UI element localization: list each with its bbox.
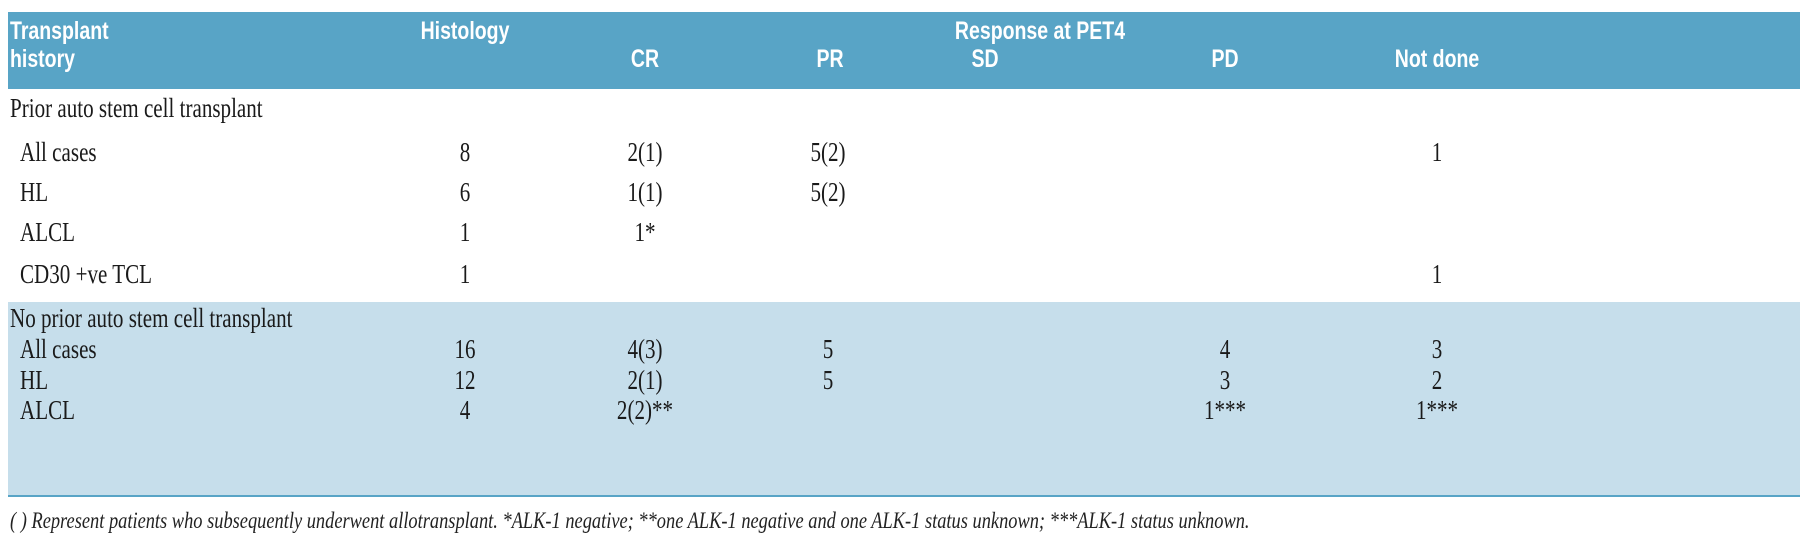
cell-not-done: 3: [1431, 334, 1443, 364]
cell-pr: 5: [822, 334, 834, 364]
cell-not-done: 1: [1431, 259, 1443, 289]
cell-not-done: 1***: [1415, 395, 1459, 425]
cell-cr: 1(1): [627, 177, 663, 207]
header-pd: PD: [1211, 45, 1239, 73]
cell-histology: 8: [459, 137, 471, 167]
cell-cr: 2(1): [627, 137, 663, 167]
row-label: HL: [20, 365, 49, 395]
cell-cr: 2(2)**: [616, 395, 674, 425]
header-response-at-pet4: Response at PET4: [954, 17, 1126, 45]
row-label: All cases: [20, 334, 97, 364]
cell-cr: 1*: [634, 217, 656, 247]
header-transplant-history-line2: history: [10, 45, 76, 73]
cell-cr: 2(1): [627, 365, 663, 395]
cell-not-done: 1: [1431, 137, 1443, 167]
cell-pr: 5: [822, 365, 834, 395]
cell-pr: 5(2): [810, 177, 846, 207]
header-not-done: Not done: [1394, 45, 1480, 73]
cell-pd: 1***: [1203, 395, 1247, 425]
cell-histology: 4: [459, 395, 471, 425]
header-sd: SD: [971, 45, 999, 73]
cell-histology: 1: [459, 217, 471, 247]
section-title: Prior auto stem cell transplant: [10, 93, 263, 123]
footnote: ( ) Represent patients who subsequently …: [10, 508, 1250, 533]
cell-not-done: 2: [1431, 365, 1443, 395]
table-header: [8, 12, 1800, 89]
section-band-no-prior: [8, 302, 1800, 497]
cell-pd: 3: [1219, 365, 1231, 395]
header-pr: PR: [816, 45, 844, 73]
cell-histology: 1: [459, 259, 471, 289]
header-histology: Histology: [420, 17, 510, 45]
cell-pr: 5(2): [810, 137, 846, 167]
row-label: ALCL: [20, 217, 75, 247]
section-title: No prior auto stem cell transplant: [10, 303, 293, 333]
header-cr: CR: [630, 45, 660, 73]
cell-histology: 16: [454, 334, 476, 364]
cell-histology: 12: [454, 365, 476, 395]
row-label: ALCL: [20, 395, 75, 425]
cell-cr: 4(3): [627, 334, 663, 364]
row-label: CD30 +ve TCL: [20, 259, 153, 289]
cell-histology: 6: [459, 177, 471, 207]
row-label: HL: [20, 177, 49, 207]
cell-pd: 4: [1219, 334, 1231, 364]
row-label: All cases: [20, 137, 97, 167]
header-transplant-history-line1: Transplant: [10, 17, 109, 45]
